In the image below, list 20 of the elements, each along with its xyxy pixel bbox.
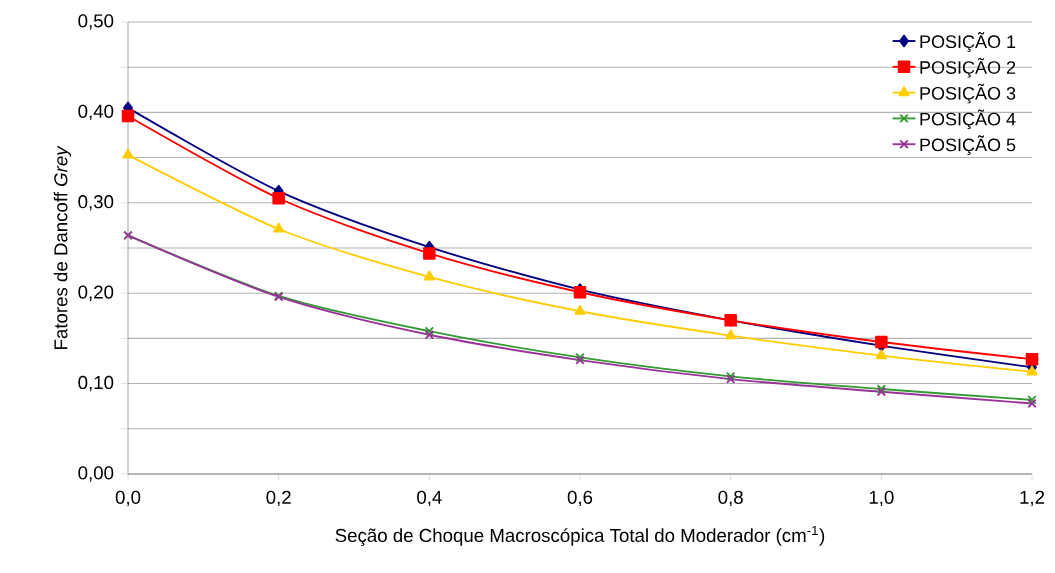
x-tick-label: 1,2 [1020, 490, 1045, 507]
y-tick-label: 0,50 [78, 14, 114, 30]
legend-label: POSIÇÃO 2 [920, 57, 1016, 78]
x-tick-label: 0,4 [417, 490, 442, 507]
y-tick-label: 0,40 [78, 104, 114, 121]
legend-label: POSIÇÃO 4 [920, 109, 1016, 130]
y-tick-label: 0,30 [78, 195, 114, 211]
x-tick-label: 1,0 [869, 490, 894, 507]
legend-label: POSIÇÃO 5 [920, 135, 1016, 155]
legend-label: POSIÇÃO 1 [920, 32, 1016, 52]
x-tick-label: 0,8 [718, 490, 743, 507]
y-tick-label: 0,10 [78, 375, 114, 392]
y-tick-label: 0,00 [78, 466, 114, 482]
x-axis-title: Seção de Choque Macroscópica Total do Moderador (cm$^{-1}$) [335, 525, 825, 546]
x-tick-label: 0,2 [266, 490, 291, 507]
y-axis-title: Fatores de Dancoff Grey [53, 145, 72, 349]
legend-label: POSIÇÃO 3 [920, 83, 1016, 104]
x-tick-label: 0,6 [567, 490, 593, 507]
x-tick-label: 0,0 [115, 490, 141, 507]
y-tick-label: 0,20 [78, 285, 114, 301]
